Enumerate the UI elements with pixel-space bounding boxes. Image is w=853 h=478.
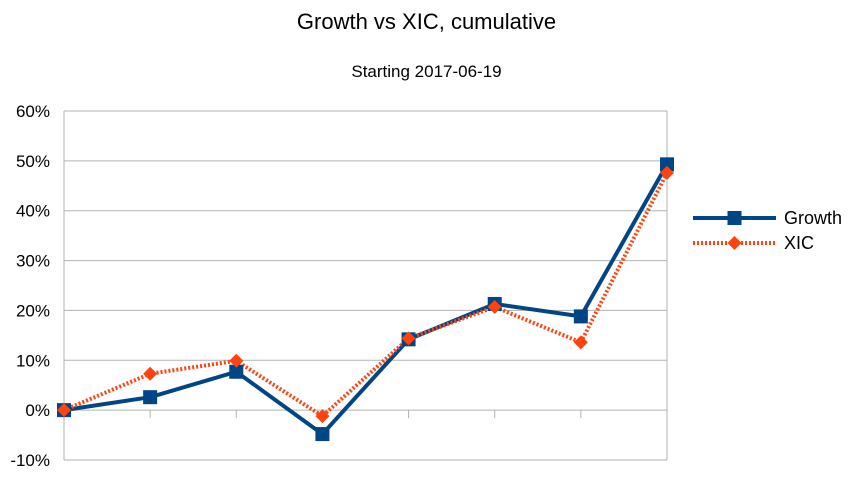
y-tick-label: 40% <box>16 202 50 221</box>
series-line-xic <box>63 171 669 419</box>
y-tick-label: 10% <box>16 351 50 370</box>
y-tick-label: 60% <box>16 102 50 121</box>
legend-label-xic: XIC <box>784 233 814 253</box>
legend-marker-growth <box>727 211 742 225</box>
data-point-xic <box>143 366 158 381</box>
chart-title: Growth vs XIC, cumulative <box>296 9 557 34</box>
data-point-growth <box>229 364 244 379</box>
y-tick-label: -10% <box>10 451 50 470</box>
y-tick-label: 0% <box>25 401 50 420</box>
series-line-growth <box>63 163 669 437</box>
data-point-xic <box>487 299 502 314</box>
data-point-xic <box>660 165 674 180</box>
data-point-growth <box>315 427 330 442</box>
data-point-growth <box>573 309 588 324</box>
data-point-xic <box>229 353 244 368</box>
y-tick-label: 20% <box>16 301 50 320</box>
data-point-xic <box>315 409 330 424</box>
data-point-xic <box>573 335 588 350</box>
data-point-xic <box>401 331 416 346</box>
y-tick-label: 50% <box>16 152 50 171</box>
chart-subtitle: Starting 2017-06-19 <box>351 62 502 81</box>
legend-label-growth: Growth <box>784 208 842 228</box>
data-point-xic <box>57 403 71 418</box>
y-tick-label: 30% <box>16 252 50 271</box>
data-point-growth <box>143 390 158 405</box>
legend-marker-xic <box>727 236 742 250</box>
data-point-growth <box>660 157 674 172</box>
